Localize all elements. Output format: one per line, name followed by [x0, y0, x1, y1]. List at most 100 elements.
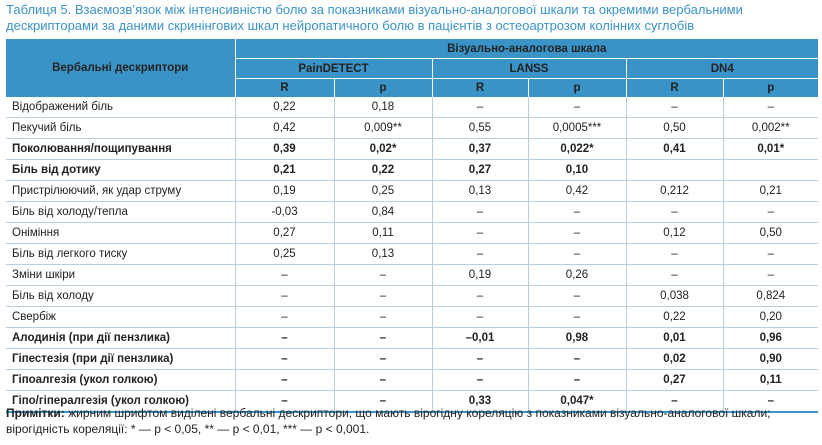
descriptor-cell: Оніміння — [6, 222, 235, 244]
r-value-cell: 0,12 — [625, 222, 723, 244]
r-value-cell: 0,27 — [625, 369, 723, 391]
r-value-cell: – — [234, 390, 334, 413]
r-value-cell: 0,13 — [431, 180, 528, 202]
p-value-cell: 0,20 — [722, 306, 819, 328]
p-value-cell: – — [722, 264, 819, 286]
table-row: Гіпестезія (при дії пензлика) – – – –0,02 0,9… — [6, 348, 819, 370]
p-value-cell: 0,002** — [722, 117, 819, 139]
table-row: Оніміння 0,27 0,11– –0,12 0,50 — [6, 222, 819, 244]
r-value-cell: – — [431, 222, 528, 244]
p-value-cell: 0,22 — [333, 159, 432, 181]
table-body: Відображений біль 0,22 0,18– – – – Пекучий біл… — [6, 97, 819, 413]
r-value-cell: 0,50 — [625, 117, 723, 139]
p-value-cell: – — [722, 97, 819, 118]
r-value-cell: – — [431, 369, 528, 391]
descriptor-cell: Гіпо/гіпералгезія (укол голкою) — [6, 390, 235, 413]
r-value-cell: – — [625, 243, 723, 265]
descriptor-cell: Зміни шкіри — [6, 264, 235, 286]
r-value-cell: 0,22 — [625, 306, 723, 328]
caption-line-1: Таблиця 5. Взаємозв’язок між інтенсивніс… — [6, 2, 743, 17]
table-row: Біль від легкого тиску 0,25 0,13– – – – — [6, 243, 819, 265]
p-value-cell: – — [333, 390, 432, 413]
r-value-cell: – — [431, 243, 528, 265]
r-value-cell: 0,21 — [234, 159, 334, 181]
subheader-r: R — [625, 78, 723, 97]
p-value-cell: 0,01* — [722, 138, 819, 160]
r-value-cell: – — [431, 201, 528, 223]
r-value-cell: 0,02 — [625, 348, 723, 370]
p-value-cell: – — [722, 201, 819, 223]
p-value-cell: 0,02* — [333, 138, 432, 160]
r-value-cell: – — [431, 348, 528, 370]
p-value-cell: – — [527, 348, 626, 370]
p-value-cell: 0,90 — [722, 348, 819, 370]
table-row: Зміни шкіри – –0,19 0,26– – — [6, 264, 819, 286]
r-value-cell: 0,55 — [431, 117, 528, 139]
p-value-cell: 0,11 — [333, 222, 432, 244]
p-value-cell: 0,11 — [722, 369, 819, 391]
group-header-dn4: DN4 — [625, 58, 819, 79]
r-value-cell: – — [431, 97, 528, 118]
p-value-cell: 0,50 — [722, 222, 819, 244]
descriptor-cell: Алодинія (при дії пензлика) — [6, 327, 235, 349]
table-row: Свербіж – – – –0,22 0,20 — [6, 306, 819, 328]
descriptor-cell: Гіпестезія (при дії пензлика) — [6, 348, 235, 370]
r-value-cell: 0,19 — [431, 264, 528, 286]
p-value-cell: 0,10 — [527, 159, 626, 181]
r-value-cell: 0,19 — [234, 180, 334, 202]
p-value-cell: 0,84 — [333, 201, 432, 223]
p-value-cell: 0,009** — [333, 117, 432, 139]
r-value-cell — [625, 159, 723, 181]
r-value-cell: 0,33 — [431, 390, 528, 413]
p-value-cell: 0,13 — [333, 243, 432, 265]
p-value-cell: – — [527, 201, 626, 223]
p-value-cell: – — [333, 327, 432, 349]
notes-text: жирним шрифтом виділені вербальні дескри… — [6, 406, 771, 436]
p-value-cell: – — [722, 390, 819, 413]
group-header-paindetect: PainDETECT — [234, 58, 432, 79]
group-header-lanss: LANSS — [431, 58, 626, 79]
subheader-r: R — [234, 78, 334, 97]
r-value-cell: –0,01 — [431, 327, 528, 349]
r-value-cell: – — [234, 348, 334, 370]
r-value-cell: 0,39 — [234, 138, 334, 160]
r-value-cell: 0,22 — [234, 97, 334, 118]
r-value-cell: – — [234, 369, 334, 391]
p-value-cell: – — [333, 369, 432, 391]
descriptor-cell: Пекучий біль — [6, 117, 235, 139]
r-value-cell: 0,212 — [625, 180, 723, 202]
table-row: Відображений біль 0,22 0,18– – – – — [6, 97, 819, 118]
p-value-cell: 0,96 — [722, 327, 819, 349]
subheader-p: p — [722, 78, 819, 97]
p-value-cell: – — [527, 243, 626, 265]
p-value-cell: – — [527, 222, 626, 244]
descriptor-cell: Поколювання/пощипування — [6, 138, 235, 160]
p-value-cell: 0,0005*** — [527, 117, 626, 139]
table-row: Гіпоалгезія (укол голкою) – – – –0,27 0,11 — [6, 369, 819, 391]
p-value-cell: 0,42 — [527, 180, 626, 202]
r-value-cell: – — [625, 97, 723, 118]
r-value-cell: – — [431, 285, 528, 307]
p-value-cell: – — [527, 97, 626, 118]
r-value-cell: 0,27 — [234, 222, 334, 244]
descriptor-column-header: Вербальні дескриптори — [6, 39, 235, 97]
p-value-cell: – — [333, 264, 432, 286]
r-value-cell: 0,27 — [431, 159, 528, 181]
p-value-cell: – — [527, 285, 626, 307]
descriptor-cell: Біль від легкого тиску — [6, 243, 235, 265]
descriptor-cell: Свербіж — [6, 306, 235, 328]
p-value-cell: 0,26 — [527, 264, 626, 286]
descriptor-cell: Біль від холоду — [6, 285, 235, 307]
p-value-cell: 0,18 — [333, 97, 432, 118]
p-value-cell: – — [333, 348, 432, 370]
p-value-cell: – — [527, 306, 626, 328]
p-value-cell: 0,21 — [722, 180, 819, 202]
subheader-p: p — [527, 78, 626, 97]
r-value-cell: 0,01 — [625, 327, 723, 349]
r-value-cell: 0,25 — [234, 243, 334, 265]
notes-label: Примітки: — [6, 406, 65, 420]
r-value-cell: – — [234, 306, 334, 328]
table-row: Поколювання/пощипування 0,39 0,02* 0,37 0,02… — [6, 138, 819, 160]
r-value-cell: – — [234, 285, 334, 307]
descriptor-cell: Гіпоалгезія (укол голкою) — [6, 369, 235, 391]
